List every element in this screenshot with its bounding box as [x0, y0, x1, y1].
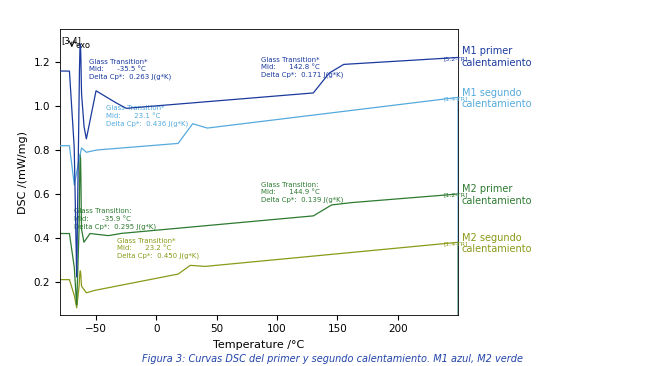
- Text: Glass Transition*
Mid:      142.8 °C
Delta Cp*:  0.171 J(g*K): Glass Transition* Mid: 142.8 °C Delta Cp…: [262, 57, 344, 78]
- Text: Glass Transition*
Mid:      23.2 °C
Delta Cp*:  0.450 J(g*K): Glass Transition* Mid: 23.2 °C Delta Cp*…: [116, 238, 199, 259]
- Text: Glass Transition*
Mid:      -35.5 °C
Delta Cp*:  0.263 J(g*K): Glass Transition* Mid: -35.5 °C Delta Cp…: [89, 59, 171, 81]
- Text: M1 segundo
calentamiento: M1 segundo calentamiento: [461, 87, 533, 109]
- Text: [1.4-TR]: [1.4-TR]: [444, 241, 468, 246]
- Text: [1.4-TR]: [1.4-TR]: [444, 96, 468, 101]
- X-axis label: Temperature /°C: Temperature /°C: [213, 340, 305, 350]
- Text: M2 primer
calentamiento: M2 primer calentamiento: [461, 184, 533, 206]
- Text: exo: exo: [76, 41, 90, 50]
- Text: M1 primer
calentamiento: M1 primer calentamiento: [461, 46, 533, 68]
- Text: [3.4]: [3.4]: [61, 36, 81, 45]
- Text: Glass Transition:
Mid:      144.9 °C
Delta Cp*:  0.139 J(g*K): Glass Transition: Mid: 144.9 °C Delta Cp…: [262, 182, 344, 203]
- Text: M2 segundo
calentamiento: M2 segundo calentamiento: [461, 232, 533, 254]
- Text: Glass Transition*
Mid:      23.1 °C
Delta Cp*:  0.436 J(g*K): Glass Transition* Mid: 23.1 °C Delta Cp*…: [106, 105, 188, 127]
- Text: [1.2-TR]: [1.2-TR]: [444, 193, 468, 198]
- Text: Figura 3: Curvas DSC del primer y segundo calentamiento. M1 azul, M2 verde: Figura 3: Curvas DSC del primer y segund…: [141, 354, 523, 364]
- Y-axis label: DSC /(mW/mg): DSC /(mW/mg): [18, 131, 28, 213]
- Text: [5.2-TR]: [5.2-TR]: [444, 56, 468, 61]
- Text: Glass Transition:
Mid:      -35.9 °C
Delta Cp*:  0.295 J(g*K): Glass Transition: Mid: -35.9 °C Delta Cp…: [74, 208, 157, 230]
